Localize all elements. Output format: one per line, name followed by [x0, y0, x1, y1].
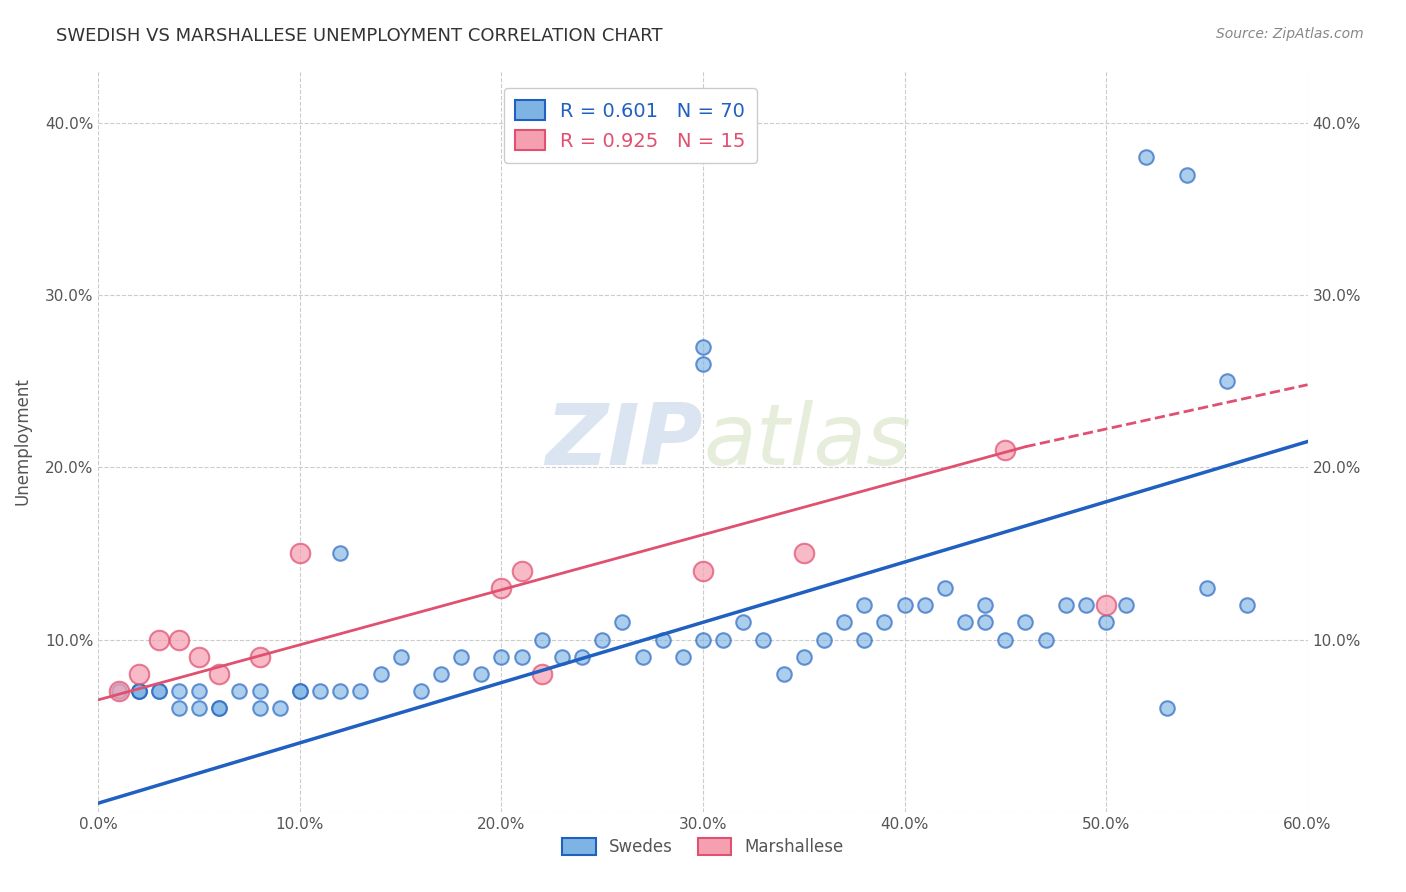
- Point: [953, 615, 976, 630]
- Point: [107, 684, 129, 698]
- Point: [591, 632, 613, 647]
- Text: ZIP: ZIP: [546, 400, 703, 483]
- Point: [1115, 598, 1137, 612]
- Point: [672, 649, 695, 664]
- Point: [430, 667, 453, 681]
- Point: [1156, 701, 1178, 715]
- Point: [530, 632, 553, 647]
- Point: [914, 598, 936, 612]
- Point: [208, 701, 231, 715]
- Point: [571, 649, 593, 664]
- Point: [813, 632, 835, 647]
- Point: [1236, 598, 1258, 612]
- Point: [1095, 598, 1118, 612]
- Point: [288, 684, 311, 698]
- Point: [651, 632, 673, 647]
- Point: [491, 581, 513, 595]
- Text: atlas: atlas: [703, 400, 911, 483]
- Point: [128, 684, 150, 698]
- Point: [349, 684, 371, 698]
- Text: Source: ZipAtlas.com: Source: ZipAtlas.com: [1216, 27, 1364, 41]
- Point: [228, 684, 250, 698]
- Text: SWEDISH VS MARSHALLESE UNEMPLOYMENT CORRELATION CHART: SWEDISH VS MARSHALLESE UNEMPLOYMENT CORR…: [56, 27, 662, 45]
- Point: [188, 701, 211, 715]
- Point: [329, 684, 352, 698]
- Point: [370, 667, 392, 681]
- Point: [530, 667, 553, 681]
- Point: [470, 667, 492, 681]
- Point: [208, 667, 231, 681]
- Point: [148, 632, 170, 647]
- Point: [873, 615, 896, 630]
- Point: [551, 649, 574, 664]
- Point: [188, 649, 211, 664]
- Point: [631, 649, 654, 664]
- Point: [1175, 168, 1198, 182]
- Point: [208, 701, 231, 715]
- Point: [1074, 598, 1097, 612]
- Point: [510, 564, 533, 578]
- Point: [974, 615, 997, 630]
- Point: [612, 615, 634, 630]
- Point: [994, 632, 1017, 647]
- Point: [148, 684, 170, 698]
- Point: [974, 598, 997, 612]
- Point: [733, 615, 755, 630]
- Point: [128, 667, 150, 681]
- Point: [188, 684, 211, 698]
- Point: [491, 649, 513, 664]
- Point: [994, 443, 1017, 458]
- Point: [167, 684, 190, 698]
- Point: [853, 632, 876, 647]
- Point: [510, 649, 533, 664]
- Point: [793, 649, 815, 664]
- Point: [1035, 632, 1057, 647]
- Point: [128, 684, 150, 698]
- Point: [1095, 615, 1118, 630]
- Point: [249, 701, 271, 715]
- Point: [692, 340, 714, 354]
- Point: [148, 684, 170, 698]
- Point: [167, 632, 190, 647]
- Point: [269, 701, 291, 715]
- Point: [692, 357, 714, 371]
- Point: [1195, 581, 1218, 595]
- Point: [1014, 615, 1036, 630]
- Point: [1216, 374, 1239, 388]
- Point: [288, 546, 311, 560]
- Point: [1054, 598, 1077, 612]
- Point: [752, 632, 775, 647]
- Point: [167, 701, 190, 715]
- Point: [450, 649, 472, 664]
- Point: [692, 564, 714, 578]
- Point: [1135, 151, 1157, 165]
- Point: [288, 684, 311, 698]
- Point: [329, 546, 352, 560]
- Point: [793, 546, 815, 560]
- Point: [389, 649, 412, 664]
- Point: [934, 581, 956, 595]
- Point: [711, 632, 734, 647]
- Point: [107, 684, 129, 698]
- Point: [893, 598, 915, 612]
- Point: [772, 667, 794, 681]
- Legend: Swedes, Marshallese: Swedes, Marshallese: [555, 831, 851, 863]
- Point: [853, 598, 876, 612]
- Point: [128, 684, 150, 698]
- Point: [692, 632, 714, 647]
- Point: [309, 684, 332, 698]
- Point: [249, 649, 271, 664]
- Point: [249, 684, 271, 698]
- Point: [832, 615, 855, 630]
- Y-axis label: Unemployment: Unemployment: [13, 377, 31, 506]
- Point: [409, 684, 432, 698]
